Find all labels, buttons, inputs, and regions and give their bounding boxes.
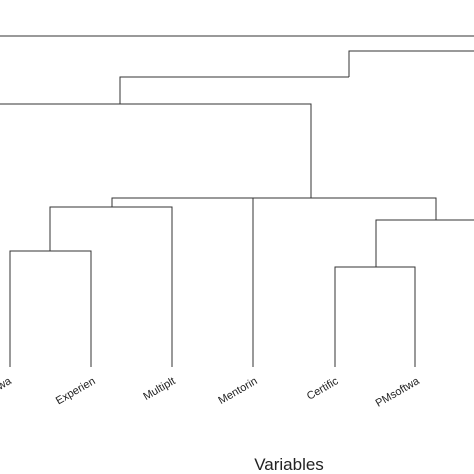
- x-axis-title: Variables: [254, 455, 324, 474]
- branch-certific-pmsoftwa: [334, 266, 416, 367]
- branch-left-group: [49, 206, 173, 367]
- leaf-labels: wa Experien Multiplt Mentorin Certific P…: [0, 375, 422, 410]
- branch-right-group: [375, 219, 474, 267]
- branch-wa-experien: [9, 250, 92, 367]
- leaf-label-mentorin: Mentorin: [216, 375, 259, 407]
- branch-right-cluster: [348, 50, 474, 77]
- dendrogram-branches: [0, 35, 474, 367]
- leaf-label-experien: Experien: [54, 375, 98, 407]
- leaf-label-certific: Certific: [305, 375, 341, 403]
- leaf-label-multiplt: Multiplt: [141, 375, 177, 403]
- leaf-label-wa: wa: [0, 375, 14, 393]
- leaf-label-pmsoftwa: PMsoftwa: [374, 375, 423, 410]
- branch-main-merge: [0, 103, 312, 198]
- branch-middle-merge: [111, 197, 437, 220]
- branch-mentorin: [182, 197, 254, 367]
- branch-upper-merge: [119, 76, 349, 104]
